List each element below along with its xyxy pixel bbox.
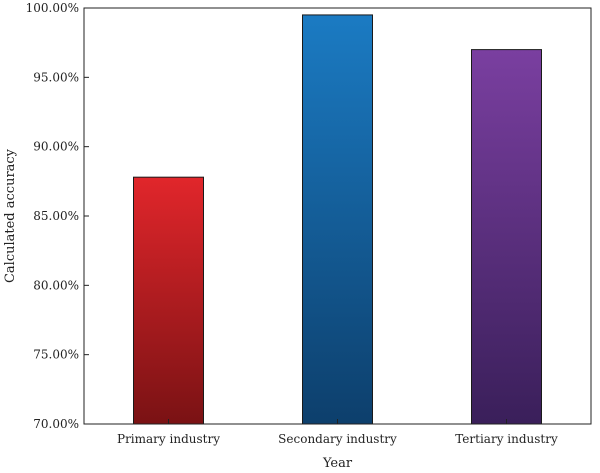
x-tick-label: Tertiary industry (455, 432, 558, 446)
x-tick-label: Secondary industry (278, 432, 397, 446)
y-axis-title: Calculated accuracy (3, 148, 18, 283)
x-axis-title: Year (322, 456, 353, 471)
bars-group (133, 14, 542, 425)
plot-area-frame (83, 7, 592, 425)
y-tick-label: 85.00% (33, 209, 79, 223)
y-tick-label: 90.00% (33, 140, 79, 154)
bar-tertiary-industry (471, 49, 542, 425)
bar-secondary-industry (302, 14, 373, 425)
x-tick-label: Primary industry (117, 432, 220, 446)
x-axis-ticks: Primary industry Secondary industry Tertia… (117, 419, 558, 446)
y-axis-ticks: 70.00% 75.00% 80.00% 85.00% 90.00% 95.00% 100.… (26, 1, 89, 431)
y-tick-label: 75.00% (33, 348, 79, 362)
y-tick-label: 70.00% (33, 417, 79, 431)
y-tick-label: 100.00% (26, 1, 79, 15)
y-tick-label: 95.00% (33, 70, 79, 84)
y-tick-label: 80.00% (33, 278, 79, 292)
bar-primary-industry (133, 176, 204, 425)
